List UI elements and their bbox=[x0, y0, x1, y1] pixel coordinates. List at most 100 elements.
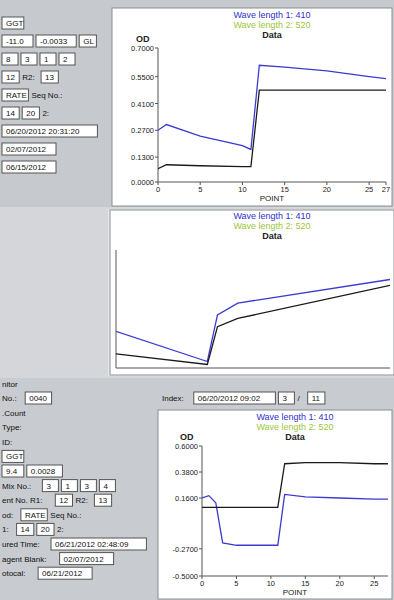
legend-entry: Wave length 1: 410 bbox=[233, 10, 310, 20]
field-box bbox=[42, 480, 58, 492]
series-line bbox=[116, 280, 390, 362]
field-value: 06/21/2012 bbox=[42, 569, 83, 578]
field-label: Seq No.: bbox=[50, 511, 81, 520]
field-value: 8 bbox=[6, 55, 11, 64]
y-tick-label: 0.6000 bbox=[175, 442, 198, 451]
field-box bbox=[40, 53, 56, 65]
field-label: 2: bbox=[42, 109, 49, 118]
field-box bbox=[59, 53, 75, 65]
field-label: ent No. R1: bbox=[2, 496, 42, 505]
chart-box bbox=[110, 210, 394, 375]
y-axis-label: OD bbox=[136, 34, 150, 44]
field-value: 11 bbox=[312, 394, 321, 403]
plot-area bbox=[158, 65, 386, 168]
chart-box bbox=[112, 8, 392, 206]
field-value: GL bbox=[83, 37, 94, 46]
y-tick-label: 0.5500 bbox=[131, 73, 154, 82]
field-value: RATE bbox=[6, 91, 27, 100]
field-box bbox=[278, 392, 294, 404]
y-tick-label: -0.5000 bbox=[173, 572, 198, 581]
field-label: 1: bbox=[2, 525, 9, 534]
field-label: Mix No.: bbox=[2, 482, 31, 491]
field-box bbox=[17, 523, 34, 535]
x-tick-label: 0 bbox=[200, 579, 204, 588]
field-value: 3 bbox=[46, 482, 51, 491]
field-box bbox=[2, 143, 56, 155]
x-tick-label: 25 bbox=[365, 185, 373, 194]
chart-title: Data bbox=[262, 30, 283, 40]
y-tick-label: 0.2700 bbox=[131, 126, 154, 135]
field-label: 2: bbox=[57, 525, 64, 534]
field-box bbox=[79, 35, 96, 47]
field-value: 3 bbox=[84, 482, 89, 491]
x-tick-label: 5 bbox=[234, 579, 238, 588]
series-line bbox=[116, 285, 390, 364]
field-value: 20 bbox=[41, 525, 50, 534]
field-label: / bbox=[297, 394, 300, 403]
y-tick-label: 0.1300 bbox=[131, 153, 154, 162]
field-box bbox=[2, 35, 33, 47]
field-box bbox=[27, 465, 63, 477]
y-tick bbox=[155, 130, 158, 131]
field-value: 14 bbox=[6, 109, 15, 118]
x-axis bbox=[202, 576, 388, 577]
x-tick-label: 20 bbox=[336, 579, 344, 588]
x-tick-label: 15 bbox=[280, 185, 288, 194]
field-value: 2 bbox=[63, 55, 68, 64]
field-label: R2: bbox=[22, 73, 34, 82]
x-tick-label: 20 bbox=[323, 185, 331, 194]
plot-area bbox=[116, 280, 390, 365]
field-value: 12 bbox=[59, 496, 68, 505]
chart-title: Data bbox=[262, 231, 283, 241]
field-box bbox=[36, 35, 76, 47]
field-value: 4 bbox=[103, 482, 108, 491]
legend-entry: Wave length 1: 410 bbox=[256, 412, 333, 422]
field-label: Type: bbox=[2, 423, 22, 432]
field-value: 06/21/2012 02:48:09 bbox=[55, 540, 129, 549]
x-tick-label: 10 bbox=[267, 579, 275, 588]
y-tick bbox=[199, 498, 202, 499]
field-box bbox=[2, 71, 19, 83]
field-label: otocal: bbox=[2, 569, 26, 578]
y-tick bbox=[199, 446, 202, 447]
field-box bbox=[2, 125, 97, 137]
panel-bg bbox=[0, 0, 394, 207]
chart-box bbox=[158, 410, 392, 599]
field-box bbox=[308, 392, 325, 404]
field-box bbox=[38, 567, 92, 579]
field-label: Index: bbox=[162, 394, 184, 403]
series-line bbox=[158, 65, 386, 149]
y-tick-label: 0.0000 bbox=[131, 178, 154, 187]
panel-bg bbox=[108, 209, 394, 376]
field-box bbox=[22, 107, 39, 119]
field-label: R2: bbox=[76, 496, 88, 505]
field-label: .Count bbox=[2, 409, 26, 418]
field-box bbox=[99, 480, 115, 492]
y-tick bbox=[155, 103, 158, 104]
series-line bbox=[202, 463, 388, 508]
field-box bbox=[55, 494, 72, 506]
y-axis bbox=[158, 48, 159, 182]
field-box bbox=[25, 392, 51, 404]
legend-entry: Wave length 2: 520 bbox=[233, 221, 310, 231]
y-axis-label: OD bbox=[180, 432, 194, 442]
field-value: -0.0033 bbox=[40, 37, 68, 46]
field-value: GGT bbox=[6, 19, 23, 28]
y-tick-label: 0.1600 bbox=[175, 494, 198, 503]
y-tick bbox=[155, 48, 158, 49]
field-value: 02/07/2012 bbox=[6, 145, 47, 154]
field-box bbox=[21, 53, 37, 65]
y-tick bbox=[199, 548, 202, 549]
field-value: GGT bbox=[6, 452, 23, 461]
field-value: 0040 bbox=[29, 394, 47, 403]
legend-entry: Wave length 2: 520 bbox=[233, 20, 310, 30]
field-value: 9.4 bbox=[6, 467, 18, 476]
field-label: Seq No.: bbox=[31, 91, 62, 100]
field-value: RATE bbox=[25, 511, 46, 520]
x-axis bbox=[116, 368, 390, 369]
x-tick-label: 10 bbox=[238, 185, 246, 194]
field-box bbox=[51, 538, 146, 550]
field-box bbox=[41, 71, 58, 83]
y-axis bbox=[116, 250, 117, 368]
field-value: 20 bbox=[26, 109, 35, 118]
